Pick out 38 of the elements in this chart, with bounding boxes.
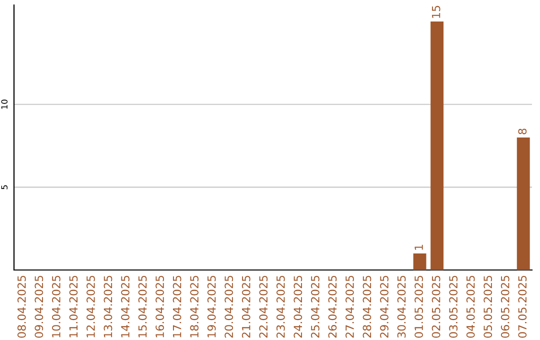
y-tick-label: 10	[1, 100, 8, 109]
x-tick-label: 05.05.2025	[484, 276, 492, 338]
x-tick-label: 01.05.2025	[414, 276, 423, 338]
x-tick-label: 17.04.2025	[172, 276, 182, 338]
x-tick-label: 28.04.2025	[362, 276, 372, 338]
x-tick-label: 15.04.2025	[138, 276, 147, 338]
x-tick-label: 09.04.2025	[34, 276, 44, 338]
x-tick-label: 02.05.2025	[432, 276, 440, 338]
bar	[430, 22, 444, 270]
x-tick-label: 21.04.2025	[242, 276, 250, 338]
x-tick-label: 20.04.2025	[224, 276, 234, 338]
x-tick-label: 06.05.2025	[500, 276, 510, 338]
x-tick-label: 11.04.2025	[69, 276, 78, 338]
x-tick-label: 10.04.2025	[52, 276, 60, 338]
x-tick-label: 25.04.2025	[310, 276, 320, 338]
x-tick-label: 18.04.2025	[190, 276, 199, 338]
x-tick-label: 14.04.2025	[121, 276, 130, 338]
x-tick-label: 13.04.2025	[104, 276, 112, 338]
bar	[516, 138, 530, 270]
x-tick-label: 24.04.2025	[294, 276, 302, 338]
bar	[413, 253, 426, 270]
x-tick-label: 29.04.2025	[380, 276, 388, 338]
y-tick-label: 5	[1, 185, 8, 190]
data-label: 8	[518, 128, 527, 134]
x-tick-label: 07.05.2025	[518, 276, 527, 338]
data-label: 15	[432, 6, 440, 18]
x-tick-label: 27.04.2025	[346, 276, 354, 338]
x-tick-label: 04.05.2025	[466, 276, 475, 338]
x-tick-label: 16.04.2025	[156, 276, 164, 338]
x-tick-label: 12.04.2025	[86, 276, 95, 338]
x-tick-label: 26.04.2025	[328, 276, 337, 338]
x-tick-label: 08.04.2025	[17, 276, 26, 338]
x-tick-label: 19.04.2025	[207, 276, 216, 338]
x-tick-label: 03.05.2025	[449, 276, 458, 338]
x-tick-label: 30.04.2025	[397, 276, 406, 338]
data-label: 1	[414, 244, 423, 250]
x-tick-label: 23.04.2025	[276, 276, 285, 338]
x-tick-label: 22.04.2025	[259, 276, 268, 338]
